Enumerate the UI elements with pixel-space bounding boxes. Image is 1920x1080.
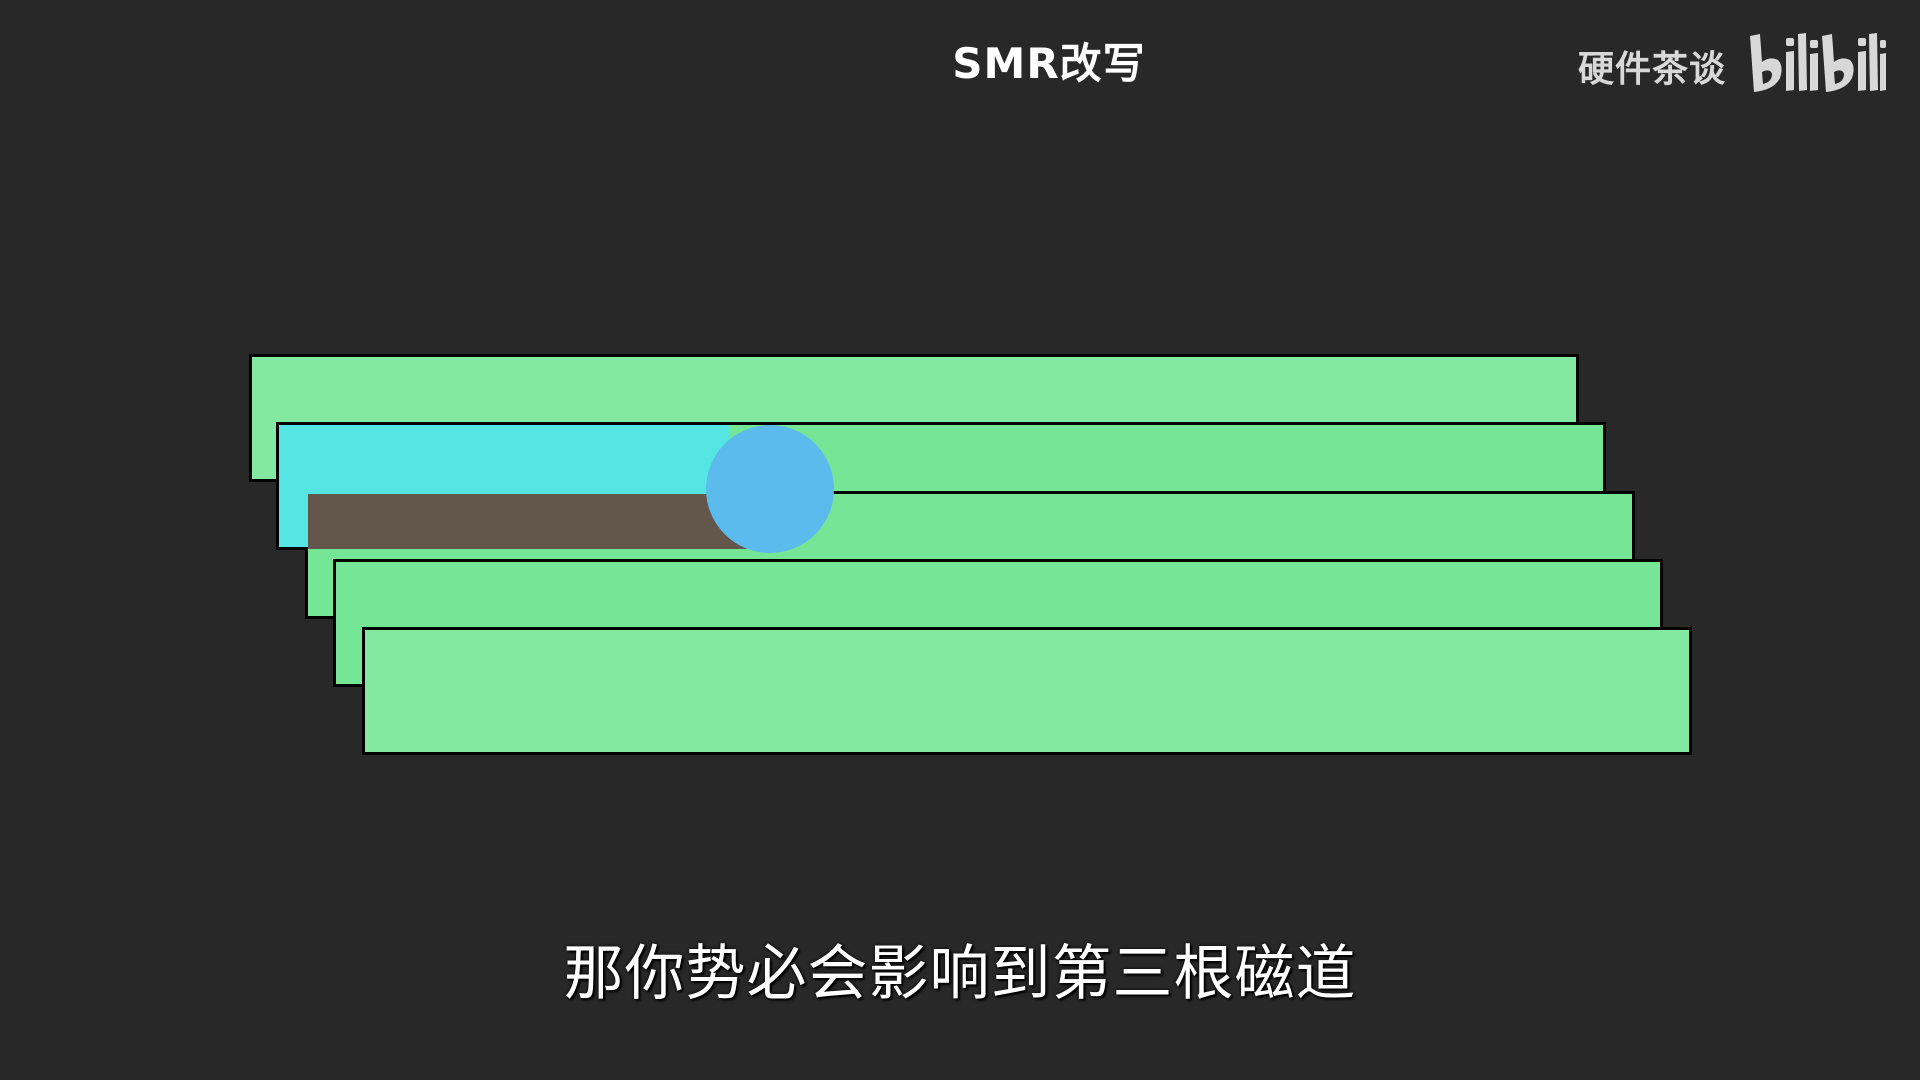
- affected-region-brown: [308, 494, 758, 549]
- watermark: 硬件茶谈: [1578, 32, 1886, 96]
- bilibili-logo-icon: [1750, 33, 1886, 92]
- write-head-icon: [706, 425, 834, 553]
- channel-name: 硬件茶谈: [1577, 49, 1726, 90]
- page-title: SMR改写: [952, 39, 1146, 88]
- subtitle-caption: 那你势必会影响到第三根磁道: [563, 939, 1357, 1009]
- track-5: [362, 627, 1692, 755]
